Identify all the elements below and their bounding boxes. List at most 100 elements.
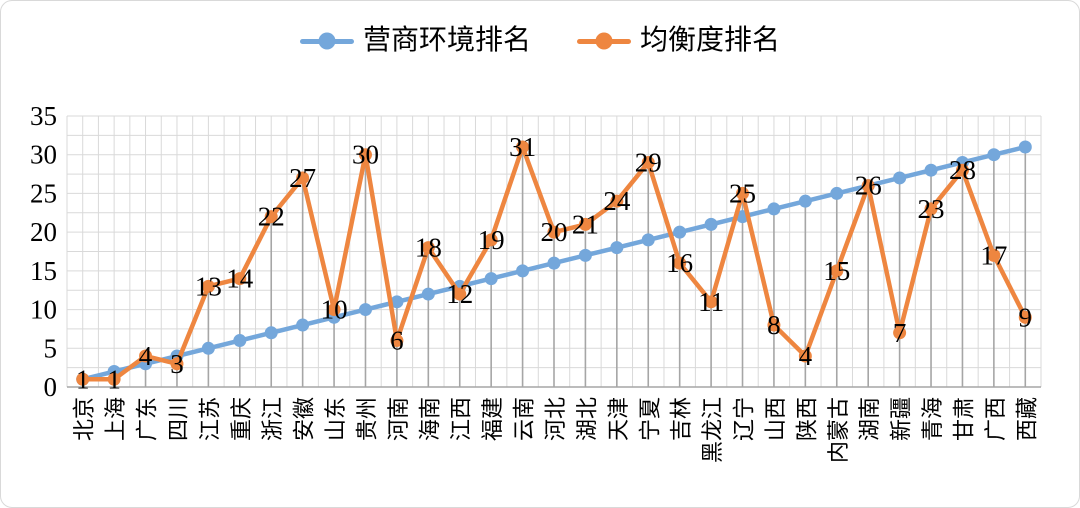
data-label: 14 — [226, 264, 254, 294]
marker — [264, 326, 278, 340]
chart-legend: 营商环境排名 均衡度排名 — [1, 27, 1079, 55]
marker — [924, 202, 938, 216]
marker — [421, 287, 435, 301]
x-tick-label: 江西 — [449, 397, 474, 441]
data-label: 7 — [893, 318, 907, 348]
data-label: 13 — [195, 271, 222, 301]
legend-line-marker-icon — [577, 32, 631, 50]
legend-label: 均衡度排名 — [640, 25, 781, 56]
marker — [767, 202, 781, 216]
series-business-env-rank — [76, 140, 1032, 386]
data-label: 15 — [823, 256, 850, 286]
x-tick-label: 西藏 — [1014, 397, 1039, 441]
marker — [358, 303, 372, 317]
y-axis-labels: 0 5 10 15 20 25 30 35 — [30, 101, 57, 402]
data-label: 19 — [478, 225, 505, 255]
x-tick-label: 甘肃 — [951, 397, 976, 441]
y-tick-label: 30 — [30, 140, 57, 170]
data-label: 1 — [76, 364, 90, 394]
data-label: 20 — [541, 217, 568, 247]
marker — [233, 334, 247, 348]
marker — [578, 217, 592, 231]
marker — [516, 140, 530, 154]
data-label: 16 — [666, 248, 693, 278]
data-label: 17 — [980, 240, 1007, 270]
data-label: 27 — [289, 163, 316, 193]
data-label: 31 — [509, 132, 536, 162]
x-tick-label: 福建 — [480, 397, 505, 441]
marker — [547, 225, 561, 239]
marker — [547, 256, 561, 270]
y-tick-label: 0 — [44, 372, 58, 402]
data-label: 29 — [635, 147, 662, 177]
marker — [861, 179, 875, 193]
marker — [830, 264, 844, 278]
marker — [107, 372, 121, 386]
x-tick-label: 河北 — [543, 397, 568, 441]
marker — [76, 372, 90, 386]
marker — [421, 241, 435, 255]
marker — [767, 318, 781, 332]
data-label: 11 — [698, 287, 724, 317]
marker — [673, 225, 687, 239]
marker — [955, 163, 969, 177]
marker — [170, 357, 184, 371]
marker — [390, 334, 404, 348]
data-label: 28 — [949, 155, 976, 185]
marker — [264, 210, 278, 224]
data-label: 23 — [918, 194, 945, 224]
x-tick-label: 天津 — [606, 397, 631, 441]
marker — [233, 272, 247, 286]
x-tick-label: 黑龙江 — [700, 397, 725, 463]
data-label: 10 — [321, 295, 348, 325]
marker — [390, 295, 404, 309]
x-tick-label: 广东 — [135, 397, 160, 441]
marker — [516, 264, 530, 278]
marker — [798, 349, 812, 363]
marker — [987, 148, 1001, 162]
marker — [484, 272, 498, 286]
marker — [830, 186, 844, 200]
x-tick-label: 河南 — [386, 397, 411, 441]
x-tick-label: 贵州 — [354, 397, 379, 441]
data-label: 4 — [139, 341, 153, 371]
x-tick-label: 山东 — [323, 397, 348, 441]
y-tick-label: 25 — [30, 178, 57, 208]
y-tick-label: 15 — [30, 256, 57, 286]
x-tick-label: 海南 — [417, 397, 442, 441]
data-label: 18 — [415, 233, 442, 263]
marker — [987, 248, 1001, 262]
x-tick-label: 云南 — [512, 397, 537, 441]
marker — [201, 341, 215, 355]
data-label: 21 — [572, 209, 599, 239]
x-tick-label: 陕西 — [794, 397, 819, 441]
marker — [798, 194, 812, 208]
marker — [610, 194, 624, 208]
x-tick-label: 湖北 — [574, 397, 599, 441]
series-balance-rank — [76, 140, 1032, 386]
data-label: 9 — [1019, 302, 1033, 332]
x-tick-label: 重庆 — [229, 397, 254, 441]
marker — [1018, 310, 1032, 324]
x-tick-label: 安徽 — [292, 397, 317, 441]
x-tick-label: 内蒙古 — [826, 397, 851, 463]
marker — [641, 155, 655, 169]
x-axis-labels: 北京 上海 广东 四川 江苏 重庆 浙江 安徽 山东 贵州 河南 海南 江西 福建 云南 河北 湖北 天津 宁夏 吉林… — [72, 397, 1040, 463]
x-tick-label: 湖南 — [857, 397, 882, 441]
legend-item-balance-rank: 均衡度排名 — [577, 27, 780, 55]
y-tick-label: 10 — [30, 295, 57, 325]
x-tick-label: 新疆 — [889, 397, 914, 441]
marker — [704, 217, 718, 231]
marker — [327, 303, 341, 317]
y-tick-label: 5 — [44, 333, 58, 363]
data-label: 30 — [352, 140, 379, 170]
data-label: 12 — [446, 279, 473, 309]
data-label: 22 — [258, 202, 285, 232]
data-label: 25 — [729, 178, 756, 208]
marker — [1018, 140, 1032, 154]
x-tick-label: 辽宁 — [732, 397, 757, 441]
x-tick-label: 上海 — [103, 397, 128, 441]
x-tick-label: 北京 — [72, 397, 97, 441]
